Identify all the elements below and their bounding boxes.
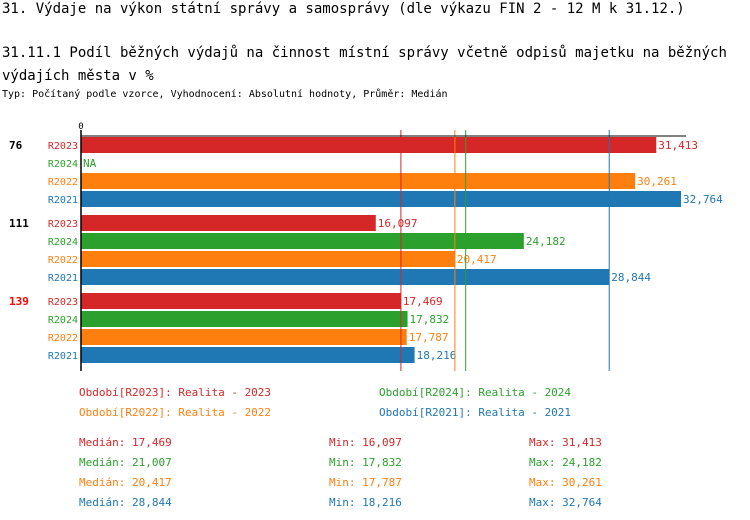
- series-label: R2022: [48, 177, 78, 188]
- stat-median: Medián: 21,007: [79, 456, 172, 469]
- stat-max: Max: 24,182: [529, 456, 602, 469]
- stat-median: Medián: 28,844: [79, 496, 172, 509]
- data-label: 17,787: [409, 331, 449, 344]
- data-label: 17,832: [410, 313, 450, 326]
- data-label: 17,469: [403, 295, 443, 308]
- stat-min: Min: 16,097: [329, 436, 402, 449]
- series-label: R2022: [48, 333, 78, 344]
- series-label: R2022: [48, 255, 78, 266]
- series-label: R2023: [48, 219, 78, 230]
- group-label: 139: [9, 295, 29, 308]
- series-label: R2021: [48, 195, 78, 206]
- data-label: NA: [83, 157, 97, 170]
- data-label: 18,216: [417, 349, 457, 362]
- bar: [81, 191, 681, 207]
- bar: [81, 347, 415, 363]
- bar: [81, 329, 407, 345]
- bar-chart: 76 R2023 31,413 R2024 NA R2022 30,261 R2021 32,7…: [9, 122, 723, 371]
- x-tick-label: 0: [78, 122, 83, 132]
- stat-min: Min: 18,216: [329, 496, 402, 509]
- legend-item-r2022: Období[R2022]: Realita - 2022: [79, 406, 272, 419]
- data-label: 31,413: [658, 139, 698, 152]
- bar: [81, 269, 610, 285]
- stat-max: Max: 32,764: [529, 496, 602, 509]
- series-label: R2024: [48, 315, 78, 326]
- series-label: R2021: [48, 273, 78, 284]
- legend-item-r2023: Období[R2023]: Realita - 2023: [79, 386, 272, 399]
- series-label: R2024: [48, 237, 78, 248]
- data-label: 20,417: [457, 253, 497, 266]
- data-label: 28,844: [611, 271, 651, 284]
- bar: [81, 137, 657, 153]
- bar: [81, 215, 376, 231]
- chart-type-line: Typ: Počítaný podle vzorce, Vyhodnocení:…: [2, 89, 448, 100]
- stat-min: Min: 17,787: [329, 476, 402, 489]
- bar: [81, 311, 408, 327]
- stat-min: Min: 17,832: [329, 456, 402, 469]
- series-label: R2024: [48, 159, 78, 170]
- stat-max: Max: 30,261: [529, 476, 602, 489]
- data-label: 32,764: [683, 193, 723, 206]
- bar: [81, 293, 401, 309]
- series-label: R2023: [48, 141, 78, 152]
- data-label: 16,097: [378, 217, 418, 230]
- page-title: 31. Výdaje na výkon státní správy a samo…: [2, 1, 685, 17]
- legend-item-r2021: Období[R2021]: Realita - 2021: [379, 406, 572, 419]
- data-label: 24,182: [526, 235, 566, 248]
- bar: [81, 251, 455, 267]
- legend-item-r2024: Období[R2024]: Realita - 2024: [379, 386, 572, 399]
- data-label: 30,261: [637, 175, 677, 188]
- group-label: 111: [9, 217, 29, 230]
- stat-max: Max: 31,413: [529, 436, 602, 449]
- bar: [81, 173, 636, 189]
- chart-subtitle: 31.11.1 Podíl běžných výdajů na činnost …: [2, 45, 727, 84]
- stat-median: Medián: 17,469: [79, 436, 172, 449]
- bar: [81, 233, 524, 249]
- group-label: 76: [9, 139, 23, 152]
- series-label: R2021: [48, 351, 78, 362]
- series-label: R2023: [48, 297, 78, 308]
- stat-median: Medián: 20,417: [79, 476, 172, 489]
